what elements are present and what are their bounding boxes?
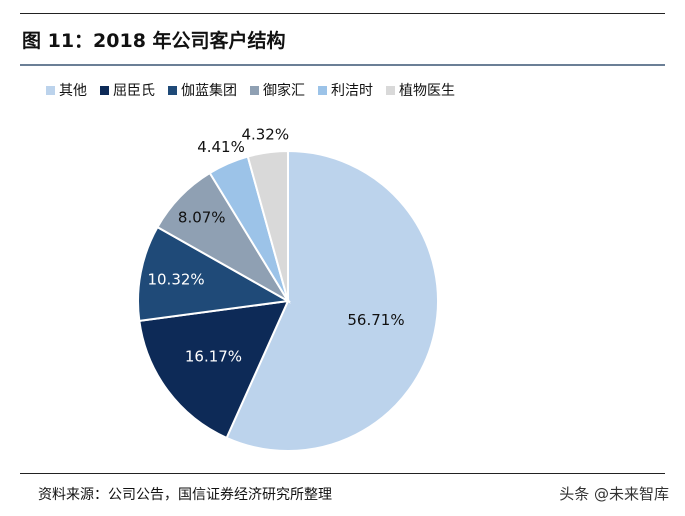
legend-item-2: 伽蓝集团 bbox=[168, 80, 237, 100]
source-note: 资料来源：公司公告，国信证券经济研究所整理 bbox=[38, 487, 332, 503]
chart-legend: 其他 屈臣氏 伽蓝集团 御家汇 利洁时 植物医生 bbox=[46, 80, 468, 100]
pie-slice-2 bbox=[137, 225, 292, 323]
pie-slice-5 bbox=[246, 149, 289, 302]
legend-swatch-0 bbox=[46, 85, 55, 95]
pie-data-label-0: 56.71% bbox=[347, 311, 404, 329]
pie-slice-0 bbox=[225, 149, 439, 452]
pie-data-label-4: 4.41% bbox=[197, 138, 245, 156]
legend-item-5: 植物医生 bbox=[386, 80, 455, 100]
legend-label-5: 植物医生 bbox=[399, 83, 455, 99]
watermark: 头条 @未来智库 bbox=[559, 485, 669, 503]
pie-slice-1 bbox=[138, 299, 290, 440]
legend-item-3: 御家汇 bbox=[250, 80, 305, 100]
legend-item-1: 屈臣氏 bbox=[100, 80, 155, 100]
pie-data-label-3: 8.07% bbox=[178, 209, 226, 227]
legend-swatch-5 bbox=[386, 85, 395, 95]
legend-swatch-4 bbox=[318, 85, 327, 95]
legend-swatch-1 bbox=[100, 85, 109, 95]
legend-item-4: 利洁时 bbox=[318, 80, 373, 100]
title-underline bbox=[20, 64, 665, 66]
top-rule bbox=[20, 13, 665, 14]
legend-swatch-2 bbox=[168, 85, 177, 95]
legend-label-1: 屈臣氏 bbox=[113, 83, 155, 99]
pie-data-label-1: 16.17% bbox=[185, 348, 242, 366]
bottom-rule bbox=[20, 473, 665, 474]
legend-label-4: 利洁时 bbox=[331, 83, 373, 99]
legend-label-0: 其他 bbox=[59, 83, 87, 99]
pie-data-label-2: 10.32% bbox=[147, 270, 204, 288]
legend-item-0: 其他 bbox=[46, 80, 87, 100]
legend-label-2: 伽蓝集团 bbox=[181, 83, 237, 99]
legend-label-3: 御家汇 bbox=[263, 83, 305, 99]
figure-title: 图 11：2018 年公司客户结构 bbox=[22, 30, 286, 52]
pie-data-label-5: 4.32% bbox=[241, 126, 289, 144]
legend-swatch-3 bbox=[250, 85, 259, 95]
